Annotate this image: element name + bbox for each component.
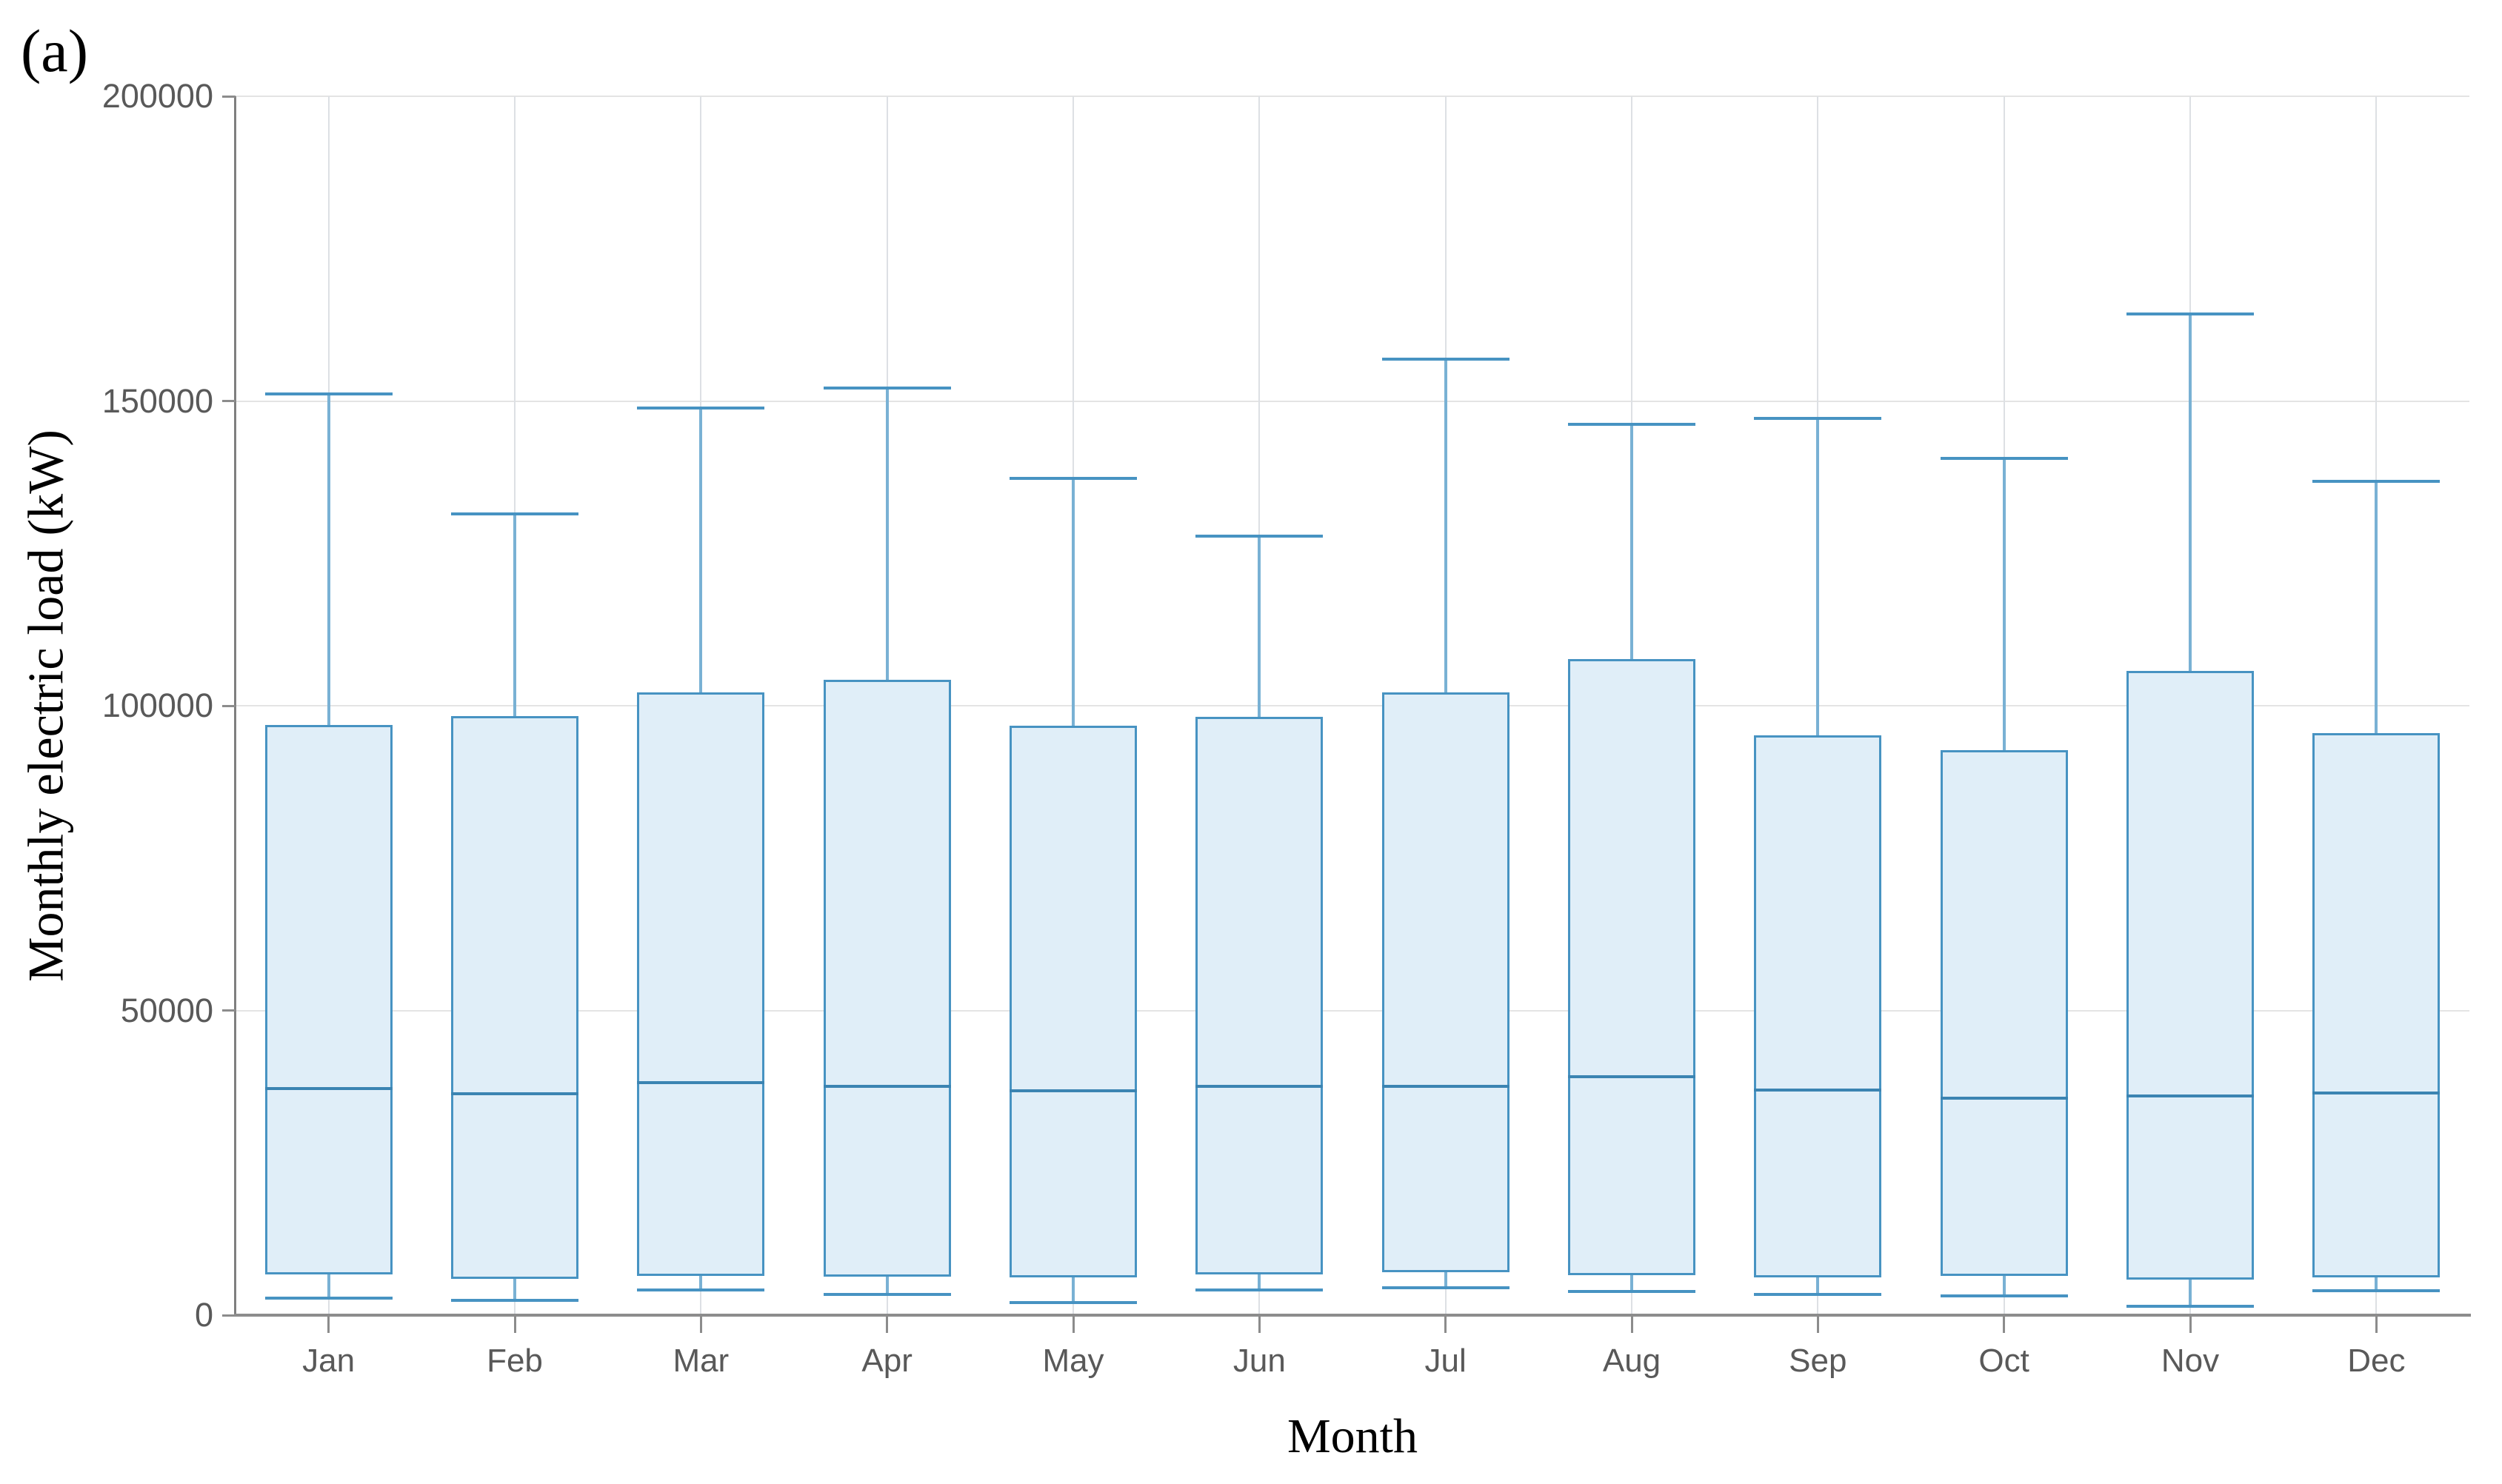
median-line bbox=[2312, 1092, 2441, 1095]
median-line bbox=[1381, 1084, 1509, 1088]
x-tick-label: Dec bbox=[2347, 1343, 2406, 1379]
x-tick-label: Sep bbox=[1789, 1343, 1847, 1379]
whisker-cap-low bbox=[823, 1293, 951, 1297]
median-line bbox=[1754, 1089, 1882, 1092]
whisker-cap-high bbox=[2126, 312, 2254, 315]
x-tick-label: Jul bbox=[1424, 1343, 1467, 1379]
x-tick-label: Aug bbox=[1602, 1343, 1661, 1379]
whisker-cap-low bbox=[2312, 1289, 2441, 1293]
x-tick-mark bbox=[886, 1317, 889, 1333]
median-line bbox=[451, 1092, 578, 1096]
whisker-cap-high bbox=[264, 392, 393, 395]
whisker-cap-low bbox=[1940, 1294, 2068, 1298]
iqr-box bbox=[1381, 692, 1509, 1273]
y-tick-mark bbox=[222, 1009, 236, 1012]
iqr-box bbox=[2312, 733, 2441, 1277]
whisker-cap-high bbox=[823, 387, 951, 390]
whisker-cap-high bbox=[1010, 477, 1137, 481]
whisker-cap-high bbox=[1195, 535, 1324, 538]
whisker-cap-low bbox=[1754, 1293, 1882, 1297]
x-tick-mark bbox=[513, 1317, 516, 1333]
whisker-cap-low bbox=[1195, 1289, 1324, 1292]
x-axis-line bbox=[234, 1314, 2471, 1317]
whisker-cap-low bbox=[264, 1296, 393, 1300]
x-tick-label: Jun bbox=[1232, 1343, 1286, 1379]
x-tick-label: Mar bbox=[673, 1343, 730, 1379]
x-tick-label: Nov bbox=[2161, 1343, 2220, 1379]
y-tick-mark bbox=[222, 95, 236, 98]
x-tick-label: Feb bbox=[487, 1343, 543, 1379]
y-tick-label: 200000 bbox=[101, 77, 213, 115]
iqr-box bbox=[1195, 716, 1324, 1274]
y-tick-label: 0 bbox=[194, 1296, 213, 1334]
iqr-box bbox=[637, 692, 765, 1276]
median-line bbox=[1940, 1097, 2068, 1100]
y-tick-mark bbox=[222, 400, 236, 402]
x-tick-mark bbox=[1630, 1317, 1633, 1333]
median-line bbox=[1195, 1085, 1324, 1089]
median-line bbox=[1568, 1075, 1695, 1079]
whisker-cap-low bbox=[637, 1289, 765, 1292]
x-tick-mark bbox=[1444, 1317, 1447, 1333]
y-gridline bbox=[236, 1009, 2469, 1012]
figure-panel-label: (a) bbox=[21, 17, 89, 84]
whisker-cap-high bbox=[2312, 480, 2441, 484]
y-gridline bbox=[236, 400, 2469, 402]
whisker-cap-low bbox=[1010, 1300, 1137, 1304]
iqr-box bbox=[264, 725, 393, 1274]
y-tick-label: 150000 bbox=[101, 381, 213, 420]
y-axis-title: Monthly electric load (kW) bbox=[17, 430, 74, 982]
plot-area bbox=[236, 96, 2469, 1315]
whisker-cap-high bbox=[1568, 422, 1695, 426]
x-tick-mark bbox=[1816, 1317, 1819, 1333]
whisker-cap-low bbox=[2126, 1304, 2254, 1308]
x-tick-mark bbox=[2003, 1317, 2006, 1333]
x-tick-label: Oct bbox=[1978, 1343, 2029, 1379]
median-line bbox=[637, 1080, 765, 1084]
y-tick-mark bbox=[222, 1314, 236, 1317]
x-tick-mark bbox=[2189, 1317, 2192, 1333]
whisker-cap-high bbox=[1754, 417, 1882, 421]
iqr-box bbox=[1940, 750, 2068, 1277]
iqr-box bbox=[2126, 671, 2254, 1280]
x-tick-label: Apr bbox=[861, 1343, 913, 1379]
whisker-cap-high bbox=[637, 406, 765, 410]
iqr-box bbox=[451, 715, 578, 1279]
median-line bbox=[1010, 1089, 1137, 1093]
y-gridline bbox=[236, 705, 2469, 706]
median-line bbox=[2126, 1094, 2254, 1097]
x-tick-mark bbox=[1072, 1317, 1075, 1333]
whisker-cap-high bbox=[1381, 357, 1509, 361]
y-tick-mark bbox=[222, 704, 236, 707]
whisker-cap-low bbox=[451, 1299, 578, 1303]
y-gridline bbox=[236, 96, 2469, 97]
whisker-cap-high bbox=[1940, 456, 2068, 460]
y-tick-label: 50000 bbox=[120, 991, 213, 1029]
median-line bbox=[823, 1084, 951, 1088]
x-tick-label: May bbox=[1042, 1343, 1104, 1379]
x-tick-mark bbox=[327, 1317, 330, 1333]
x-tick-mark bbox=[1258, 1317, 1261, 1333]
median-line bbox=[264, 1086, 393, 1090]
x-tick-mark bbox=[699, 1317, 702, 1333]
whisker-cap-low bbox=[1381, 1286, 1509, 1289]
iqr-box bbox=[1010, 726, 1137, 1277]
x-tick-label: Jan bbox=[302, 1343, 356, 1379]
y-tick-label: 100000 bbox=[101, 686, 213, 724]
iqr-box bbox=[1754, 735, 1882, 1277]
iqr-box bbox=[1568, 659, 1695, 1275]
iqr-box bbox=[823, 680, 951, 1277]
x-axis-title: Month bbox=[1287, 1409, 1418, 1463]
x-tick-mark bbox=[2375, 1317, 2378, 1333]
whisker-cap-high bbox=[451, 512, 578, 515]
whisker-cap-low bbox=[1568, 1289, 1695, 1293]
